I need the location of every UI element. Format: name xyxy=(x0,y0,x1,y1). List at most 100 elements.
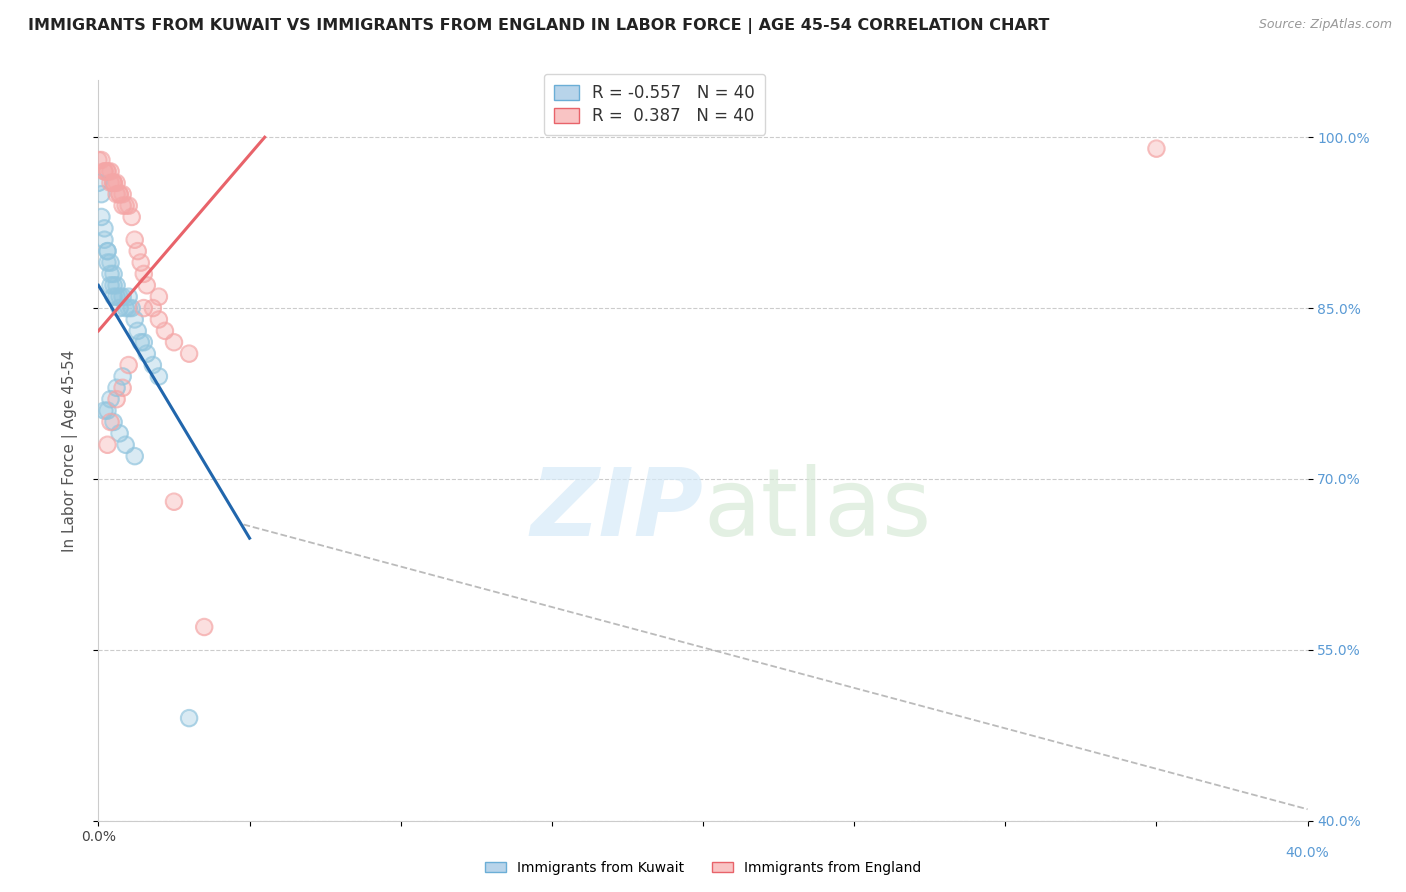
Point xyxy=(179,711,201,725)
Point xyxy=(100,392,122,407)
Point xyxy=(93,164,115,178)
Point xyxy=(111,198,134,212)
Point xyxy=(148,369,170,384)
Point xyxy=(163,335,186,350)
Point xyxy=(118,198,141,212)
Point xyxy=(111,290,134,304)
Point xyxy=(142,358,165,372)
Point xyxy=(108,301,131,315)
Point xyxy=(87,176,110,190)
Point xyxy=(96,164,118,178)
Point xyxy=(103,290,125,304)
Point xyxy=(114,438,136,452)
Point xyxy=(87,153,110,167)
Point xyxy=(114,198,136,212)
Point xyxy=(103,176,125,190)
Point xyxy=(179,711,201,725)
Point xyxy=(105,278,128,293)
Point xyxy=(163,494,186,508)
Text: ZIP: ZIP xyxy=(530,464,703,556)
Point xyxy=(108,426,131,441)
Point xyxy=(93,233,115,247)
Point xyxy=(114,438,136,452)
Point xyxy=(132,267,155,281)
Point xyxy=(121,210,143,224)
Point xyxy=(96,255,118,269)
Point xyxy=(111,290,134,304)
Point xyxy=(163,494,186,508)
Point xyxy=(111,369,134,384)
Point xyxy=(103,267,125,281)
Point xyxy=(148,290,170,304)
Point xyxy=(100,176,122,190)
Point xyxy=(124,233,146,247)
Point xyxy=(96,403,118,417)
Point xyxy=(148,312,170,326)
Point xyxy=(96,244,118,259)
Point xyxy=(103,415,125,429)
Point xyxy=(114,301,136,315)
Point xyxy=(179,346,201,360)
Point xyxy=(135,278,157,293)
Point xyxy=(105,187,128,202)
Point xyxy=(96,244,118,259)
Text: IMMIGRANTS FROM KUWAIT VS IMMIGRANTS FROM ENGLAND IN LABOR FORCE | AGE 45-54 COR: IMMIGRANTS FROM KUWAIT VS IMMIGRANTS FRO… xyxy=(28,18,1049,34)
Point xyxy=(90,187,112,202)
Point xyxy=(118,198,141,212)
Point xyxy=(132,301,155,315)
Point xyxy=(96,255,118,269)
Point xyxy=(108,426,131,441)
Point xyxy=(118,290,141,304)
Point xyxy=(105,392,128,407)
Point xyxy=(96,438,118,452)
Point xyxy=(100,278,122,293)
Point xyxy=(108,187,131,202)
Point xyxy=(93,221,115,235)
Point xyxy=(96,164,118,178)
Text: 40.0%: 40.0% xyxy=(1285,846,1330,860)
Point xyxy=(105,176,128,190)
Point xyxy=(148,290,170,304)
Point xyxy=(108,187,131,202)
Point xyxy=(93,221,115,235)
Point xyxy=(132,301,155,315)
Point xyxy=(135,346,157,360)
Point xyxy=(114,301,136,315)
Point xyxy=(100,278,122,293)
Point xyxy=(118,301,141,315)
Point xyxy=(103,176,125,190)
Point xyxy=(114,198,136,212)
Point xyxy=(118,358,141,372)
Point xyxy=(121,210,143,224)
Point xyxy=(132,335,155,350)
Text: Source: ZipAtlas.com: Source: ZipAtlas.com xyxy=(1258,18,1392,31)
Point xyxy=(163,335,186,350)
Point xyxy=(124,312,146,326)
Point xyxy=(193,620,215,634)
Point xyxy=(100,392,122,407)
Point xyxy=(103,415,125,429)
Point xyxy=(124,449,146,463)
Point xyxy=(135,346,157,360)
Legend: Immigrants from Kuwait, Immigrants from England: Immigrants from Kuwait, Immigrants from … xyxy=(479,855,927,880)
Point xyxy=(153,324,176,338)
Point xyxy=(111,381,134,395)
Point xyxy=(1144,142,1167,156)
Point xyxy=(111,198,134,212)
Point xyxy=(105,381,128,395)
Point xyxy=(105,290,128,304)
Point xyxy=(96,403,118,417)
Point xyxy=(103,290,125,304)
Point xyxy=(124,449,146,463)
Point xyxy=(100,164,122,178)
Point xyxy=(90,187,112,202)
Point xyxy=(108,290,131,304)
Point xyxy=(100,255,122,269)
Point xyxy=(127,244,149,259)
Point xyxy=(105,381,128,395)
Text: atlas: atlas xyxy=(703,464,931,556)
Legend: R = -0.557   N = 40, R =  0.387   N = 40: R = -0.557 N = 40, R = 0.387 N = 40 xyxy=(544,74,765,135)
Point xyxy=(129,255,152,269)
Point xyxy=(142,301,165,315)
Point xyxy=(93,403,115,417)
